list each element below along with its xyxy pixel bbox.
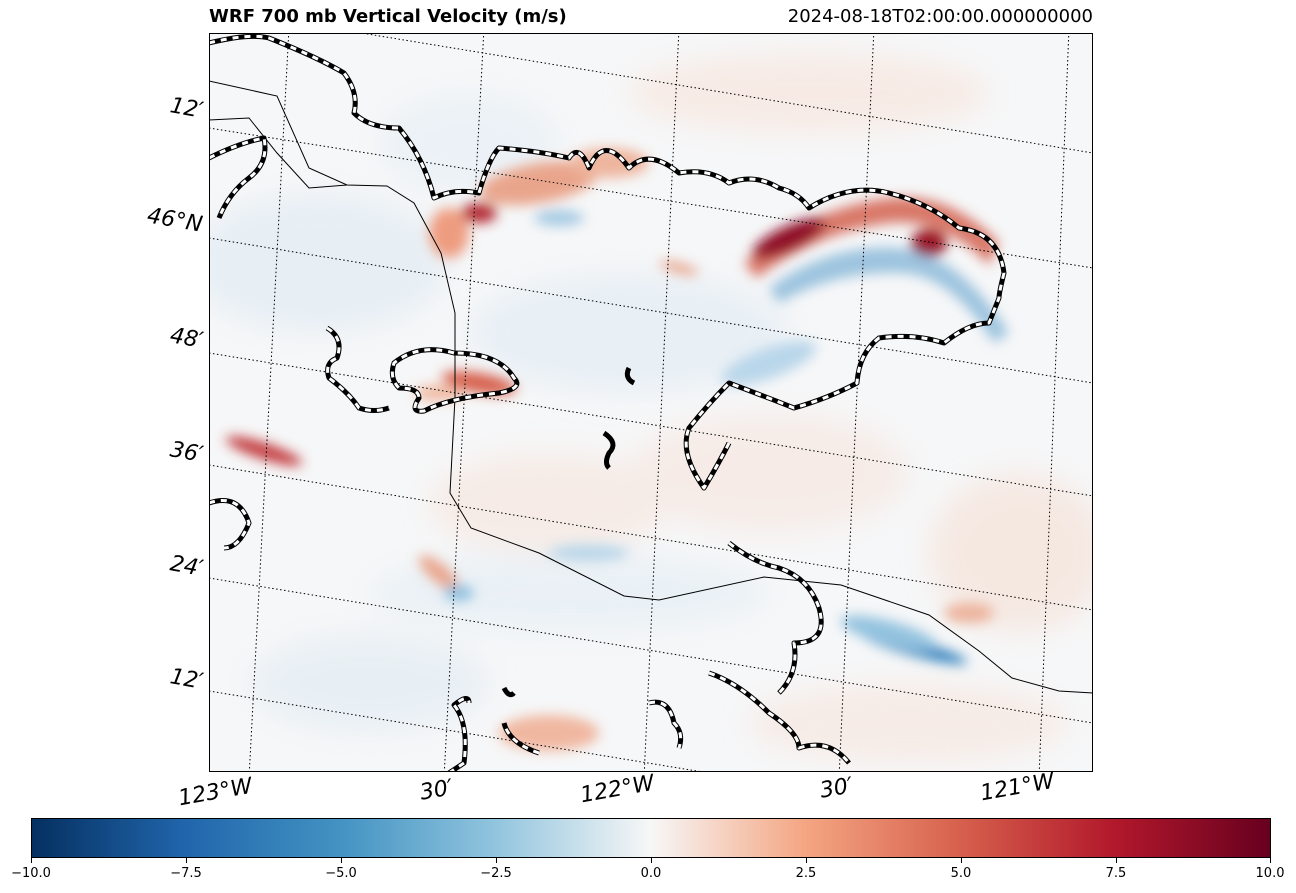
lat-label: 46°N <box>145 203 205 238</box>
lat-label: 48′ <box>168 323 205 354</box>
colorbar-tick-label: 10.0 <box>1255 866 1285 881</box>
lon-label: 122°W <box>578 770 657 809</box>
velocity-field-faint <box>209 53 1093 763</box>
lat-label: 12′ <box>168 93 205 124</box>
timestamp: 2024-08-18T02:00:00.000000000 <box>787 6 1093 27</box>
map-frame <box>209 33 1093 772</box>
colorbar-tick-label: 2.5 <box>795 866 817 881</box>
colorbar-tick-label: 5.0 <box>950 866 972 881</box>
colorbar <box>31 818 1271 858</box>
contour-lines <box>209 33 1007 772</box>
colorbar-tick-label: −5.0 <box>325 866 357 881</box>
vertical-velocity-map <box>209 33 1093 772</box>
lon-label: 123°W <box>176 773 255 812</box>
colorbar-tick-label: −7.5 <box>170 866 202 881</box>
lat-label: 12′ <box>168 664 205 695</box>
lat-label: 24′ <box>168 551 205 582</box>
state-boundaries <box>209 80 1093 694</box>
lat-label: 36′ <box>168 437 205 468</box>
lon-label: 30′ <box>418 775 455 806</box>
colorbar-tick-label: −10.0 <box>11 866 51 881</box>
colorbar-tick-label: 7.5 <box>1105 866 1127 881</box>
graticule <box>209 33 1093 772</box>
lon-label: 121°W <box>978 768 1057 807</box>
colorbar-tick-label: 0.0 <box>640 866 662 881</box>
chart-title: WRF 700 mb Vertical Velocity (m/s) <box>209 6 567 27</box>
lon-label: 30′ <box>818 773 855 804</box>
colorbar-tick-label: −2.5 <box>480 866 512 881</box>
